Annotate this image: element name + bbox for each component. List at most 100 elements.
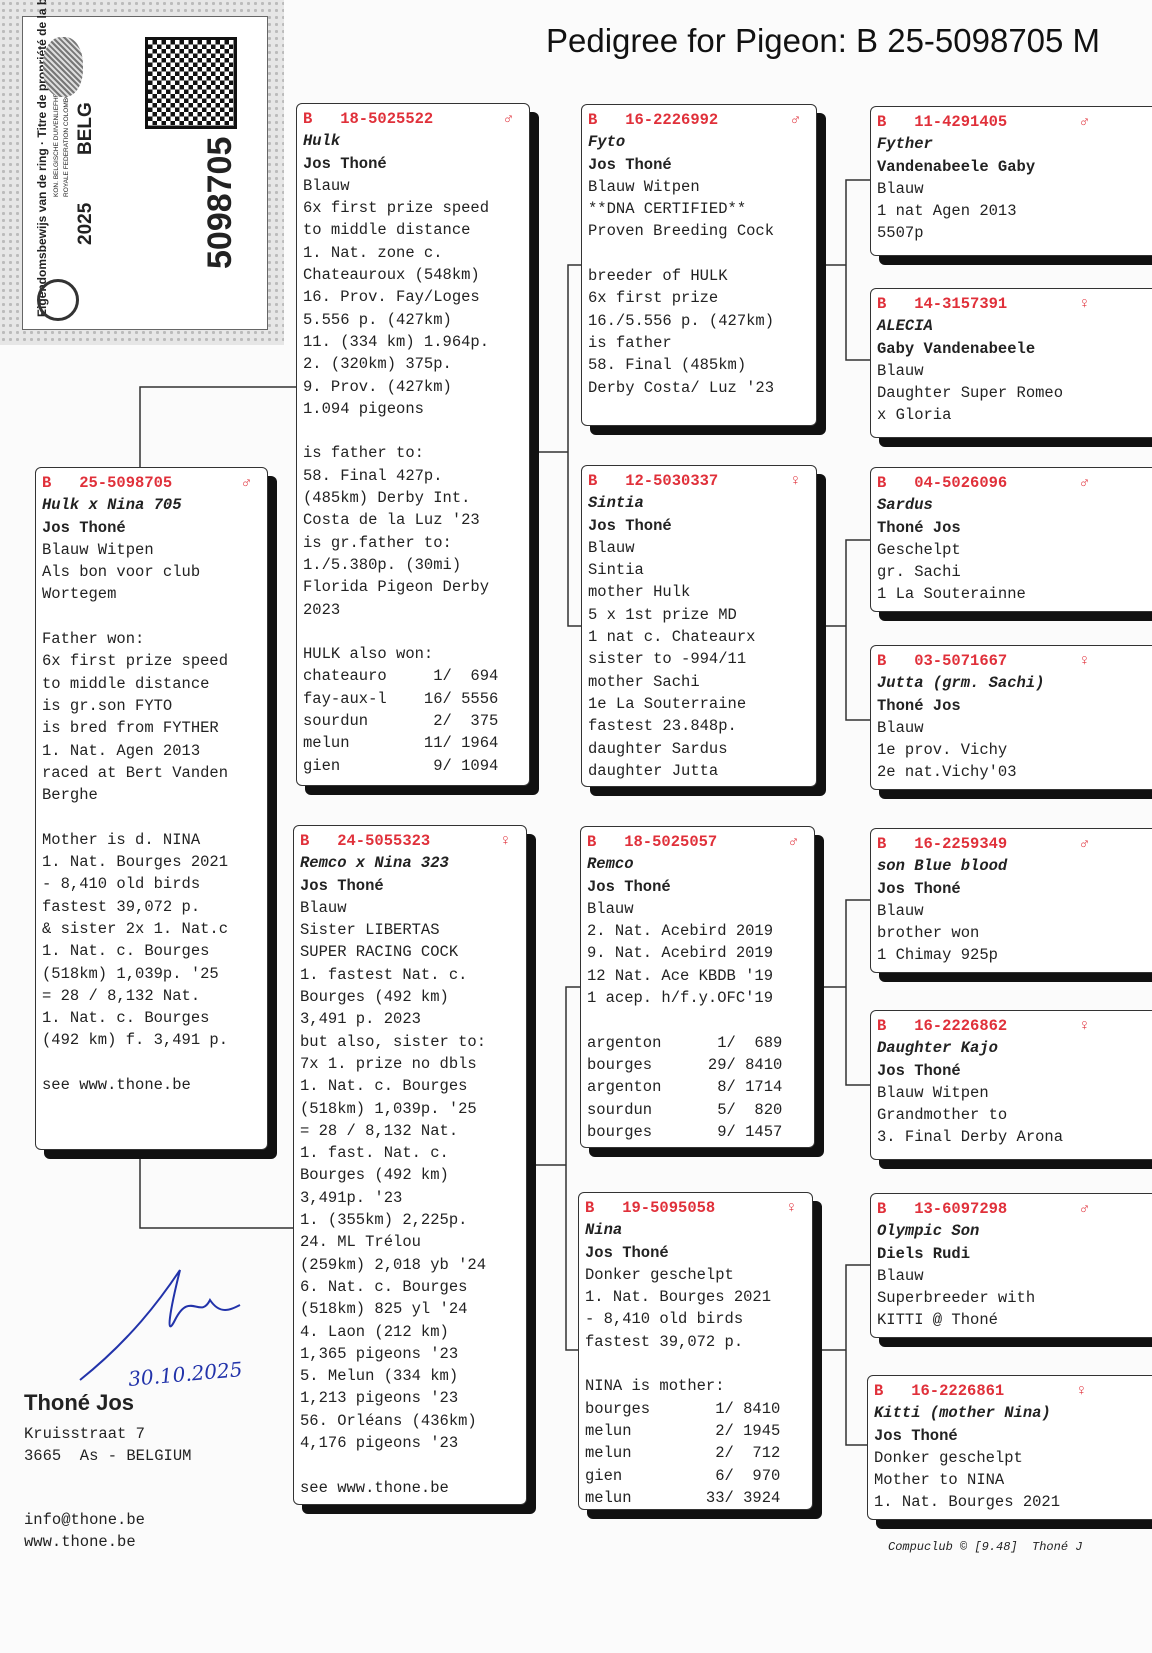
card-text-line: sourdun 5/ 820 xyxy=(587,1100,783,1119)
card-text-line: 1,365 pigeons '23 xyxy=(300,1344,459,1363)
card-text-line: 2. (320km) 375p. xyxy=(303,355,452,374)
card-text-line: gr. Sachi xyxy=(877,563,961,582)
card-text-line: = 28 / 8,132 Nat. xyxy=(42,986,201,1005)
card-text-line: Costa de la Luz '23 xyxy=(303,511,480,530)
card-text-line: 1,213 pigeons '23 xyxy=(300,1389,459,1408)
card-text-line: Blauw Witpen xyxy=(877,1083,989,1102)
card-text-line: Proven Breeding Cock xyxy=(588,222,775,241)
card-text-line: 16. Prov. Fay/Loges xyxy=(303,288,480,307)
sex-icon: ♀ xyxy=(790,472,800,490)
card-text-line xyxy=(42,606,261,628)
owner-name: Jos Thoné xyxy=(877,1061,961,1080)
card-text-line xyxy=(588,243,810,265)
card-text-line: melun 11/ 1964 xyxy=(303,734,499,753)
breeder-website[interactable]: www.thone.be xyxy=(24,1533,136,1551)
connector-line xyxy=(527,986,580,1351)
card-text-line: Blauw xyxy=(877,901,924,920)
connector-line xyxy=(815,899,870,1086)
owner-name: Gaby Vandenabeele xyxy=(877,339,1036,358)
card-text-line: 9. Nat. Acebird 2019 xyxy=(587,944,774,963)
card-text-line: 58. Final (485km) xyxy=(588,356,747,375)
federation-logo-icon xyxy=(37,279,79,321)
card-text-line: fastest 39,072 p. xyxy=(42,897,201,916)
ring-number: B 25-5098705 xyxy=(42,474,173,492)
pigeon-name: son Blue blood xyxy=(877,857,1008,876)
card-text-line: 5. Melun (334 km) xyxy=(300,1367,459,1386)
card-text-line: 1 Chimay 925p xyxy=(877,946,998,965)
card-text-line: Blauw xyxy=(877,361,924,380)
card-text-line: Berghe xyxy=(42,786,98,805)
pigeon-name: Jutta (grm. Sachi) xyxy=(877,674,1045,693)
card-text-line: to middle distance xyxy=(42,674,210,693)
card-text-line: Daughter Super Romeo xyxy=(877,384,1064,403)
card-text-line: 1 La Souterainne xyxy=(877,585,1026,604)
owner-name: Thoné Jos xyxy=(877,696,961,715)
card-text-line: daughter Sardus xyxy=(588,739,728,758)
owner-name: Thoné Jos xyxy=(877,518,961,537)
card-text-line: Blauw Witpen xyxy=(42,540,154,559)
card-text-line: raced at Bert Vanden xyxy=(42,763,229,782)
card-text-line: 1./5.380p. (30mi) xyxy=(303,555,462,574)
ring-number: B 18-5025057 xyxy=(587,833,718,851)
card-text-line: to middle distance xyxy=(303,221,471,240)
card-text-line: Sister LIBERTAS xyxy=(300,921,440,940)
ring-number: B 12-5030337 xyxy=(588,472,719,490)
sex-icon: ♀ xyxy=(1079,295,1089,313)
sex-icon: ♀ xyxy=(1079,652,1089,670)
card-text-line: fay-aux-l 16/ 5556 xyxy=(303,689,499,708)
card-text-line: is father xyxy=(588,333,672,352)
card-text-line: 9. Prov. (427km) xyxy=(303,377,452,396)
card-text-line: x Gloria xyxy=(877,406,952,425)
card-text-line: & sister 2x 1. Nat.c xyxy=(42,919,229,938)
card-text-line: gien 6/ 970 xyxy=(585,1466,781,1485)
card-text-line: bourges 29/ 8410 xyxy=(587,1055,783,1074)
card-text-line: 1. Nat. c. Bourges xyxy=(42,1009,210,1028)
breeder-email[interactable]: info@thone.be xyxy=(24,1511,145,1529)
ring-number: B 16-2226861 xyxy=(874,1382,1005,1400)
sex-icon: ♂ xyxy=(788,833,798,851)
sex-icon: ♂ xyxy=(241,474,251,492)
owner-name: Jos Thoné xyxy=(877,879,961,898)
pigeon-name: Daughter Kajo xyxy=(877,1039,998,1058)
card-text-line: mother Sachi xyxy=(588,672,700,691)
card-text-line: fastest 23.848p. xyxy=(588,717,737,736)
card-text-line: 1 nat c. Chateaurx xyxy=(588,628,756,647)
card-text-line: bourges 1/ 8410 xyxy=(585,1399,781,1418)
card-text-line: 1e prov. Vichy xyxy=(877,741,1008,760)
card-text-line: Florida Pigeon Derby xyxy=(303,578,490,597)
card-text-line: 1. Nat. Bourges 2021 xyxy=(874,1493,1061,1512)
card-text-line: Geschelpt xyxy=(877,540,961,559)
card-text-line: 16./5.556 p. (427km) xyxy=(588,311,775,330)
card-text-line: mother Hulk xyxy=(588,583,691,602)
card-text-line: 7x 1. prize no dbls xyxy=(300,1054,477,1073)
card-text-line: Blauw xyxy=(877,179,924,198)
pigeon-card-sd: B 12-5030337 ♀ Sintia Jos Thoné Blauw Sintia m… xyxy=(581,465,817,787)
card-text-line: 4. Laon (212 km) xyxy=(300,1322,449,1341)
card-text-line: melun 2/ 1945 xyxy=(585,1421,781,1440)
card-text-line: 1. Nat. c. Bourges xyxy=(300,1077,468,1096)
pigeon-card-sds: B 04-5026096 ♂ Sardus Thoné Jos Geschelpt gr.… xyxy=(870,467,1152,612)
card-text-line: 3,491p. '23 xyxy=(300,1188,403,1207)
pigeon-card-dds: B 13-6097298 ♂ Olympic Son Diels Rudi Blauw S… xyxy=(870,1193,1152,1338)
card-text-line: (485km) Derby Int. xyxy=(303,489,471,508)
card-text-line: sourdun 2/ 375 xyxy=(303,712,499,731)
card-text-line: 1. (355km) 2,225p. xyxy=(300,1211,468,1230)
pigeon-card-ddd: B 16-2226861 ♀ Kitti (mother Nina) Jos Thon… xyxy=(867,1375,1152,1520)
pigeon-name: Sardus xyxy=(877,496,933,515)
card-text-line xyxy=(303,621,523,643)
sex-icon: ♂ xyxy=(790,111,800,129)
card-text-line: daughter Jutta xyxy=(588,761,719,780)
card-text-line: 2023 xyxy=(303,600,341,619)
breeder-city: 3665 As - BELGIUM xyxy=(24,1447,192,1465)
card-text-line: = 28 / 8,132 Nat. xyxy=(300,1121,459,1140)
card-text-line: 2e nat.Vichy'03 xyxy=(877,763,1017,782)
pigeon-card-sss: B 11-4291405 ♂ Fyther Vandenabeele Gaby Blau… xyxy=(870,106,1152,256)
card-text-line: 4,176 pigeons '23 xyxy=(300,1434,459,1453)
card-text-line: Blauw xyxy=(300,898,347,917)
card-text-line: is father to: xyxy=(303,444,424,463)
card-text-line: is gr.father to: xyxy=(303,533,452,552)
card-text-line: Father won: xyxy=(42,630,145,649)
card-text-line xyxy=(42,806,261,828)
card-text-line: SUPER RACING COCK xyxy=(300,943,459,962)
